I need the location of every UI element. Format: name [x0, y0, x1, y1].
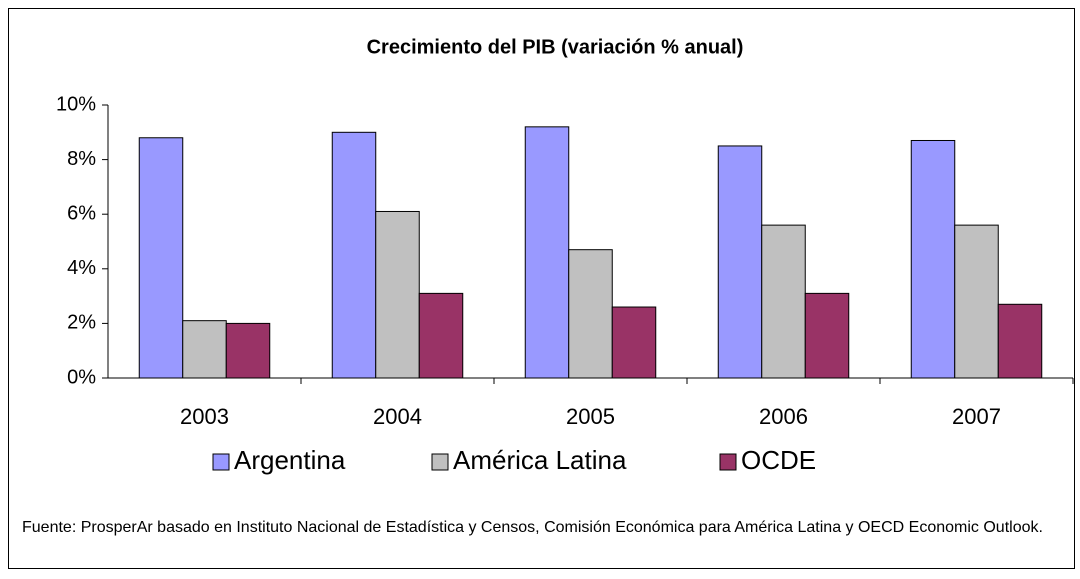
legend-label: Argentina: [234, 445, 346, 475]
bar: [524, 126, 570, 379]
bar: [568, 249, 613, 379]
bar: [954, 224, 999, 379]
bar: [997, 303, 1043, 379]
legend-label: América Latina: [453, 445, 627, 475]
bar: [331, 131, 377, 379]
bar: [225, 322, 271, 379]
y-tick-label: 10%: [56, 93, 96, 115]
x-tick-label: 2006: [759, 404, 808, 429]
y-tick-label: 8%: [67, 148, 96, 170]
bar: [717, 145, 763, 379]
bar: [138, 137, 184, 379]
legend-swatch: [431, 453, 449, 471]
bar: [804, 292, 850, 379]
bar: [182, 320, 227, 379]
legend-swatch: [212, 453, 230, 471]
bar: [761, 224, 806, 379]
y-tick-label: 0%: [67, 366, 96, 388]
y-tick-label: 6%: [67, 202, 96, 224]
y-tick-label: 4%: [67, 257, 96, 279]
bar: [375, 210, 420, 379]
x-tick-label: 2003: [180, 404, 229, 429]
x-tick-label: 2007: [952, 404, 1001, 429]
legend-label: OCDE: [741, 445, 816, 475]
bar: [910, 139, 956, 379]
chart-frame: [8, 8, 1075, 569]
chart-title: Crecimiento del PIB (variación % anual): [367, 36, 744, 58]
legend-swatch: [719, 453, 737, 471]
x-tick-label: 2004: [373, 404, 422, 429]
source-note: Fuente: ProsperAr basado en Instituto Na…: [22, 519, 1043, 536]
x-tick-label: 2005: [566, 404, 615, 429]
y-tick-label: 2%: [67, 312, 96, 334]
bar: [611, 306, 657, 379]
bar: [418, 292, 464, 379]
